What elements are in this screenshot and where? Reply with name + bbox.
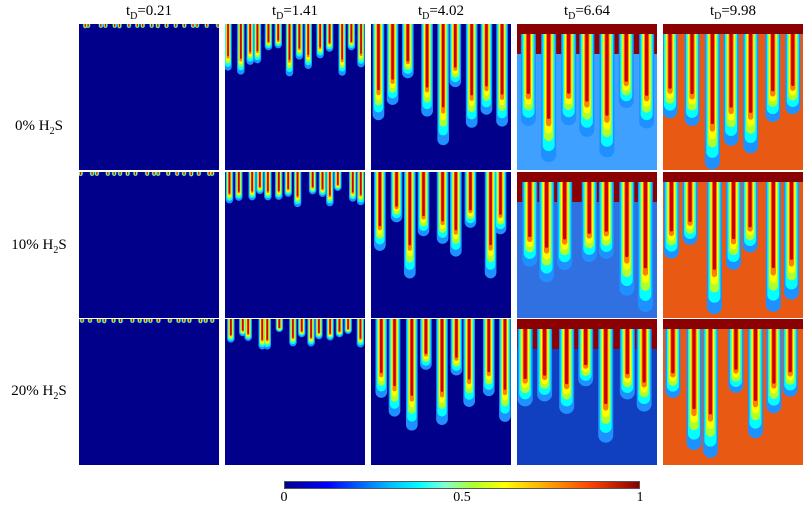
row-label-1: 0% H2S: [15, 118, 63, 137]
concentration-panel: [517, 319, 657, 465]
row-label-3: 20% H2S: [11, 383, 67, 402]
concentration-panel: [663, 319, 803, 465]
concentration-panel: [371, 24, 511, 170]
col-label-1: tD=0.21: [125, 3, 173, 22]
concentration-panel: [79, 24, 219, 170]
concentration-panel: [225, 319, 365, 465]
col-label-3: tD=4.02: [417, 3, 465, 22]
concentration-panel: [371, 319, 511, 465]
row-label-2: 10% H2S: [11, 237, 67, 256]
col-label-2: tD=1.41: [271, 3, 319, 22]
concentration-panel: [79, 319, 219, 465]
colorbar-tick-0: 0: [280, 490, 288, 505]
colorbar-tick-1: 1: [636, 490, 644, 505]
colorbar: [284, 481, 640, 489]
concentration-panel: [225, 24, 365, 170]
concentration-panel: [663, 172, 803, 318]
col-label-5: tD=9.98: [709, 3, 757, 22]
concentration-panel: [371, 172, 511, 318]
concentration-panel: [79, 172, 219, 318]
col-label-4: tD=6.64: [563, 3, 611, 22]
concentration-panel: [517, 172, 657, 318]
concentration-panel: [225, 172, 365, 318]
concentration-panel: [663, 24, 803, 170]
colorbar-tick-0.5: 0.5: [453, 490, 471, 505]
concentration-panel: [517, 24, 657, 170]
